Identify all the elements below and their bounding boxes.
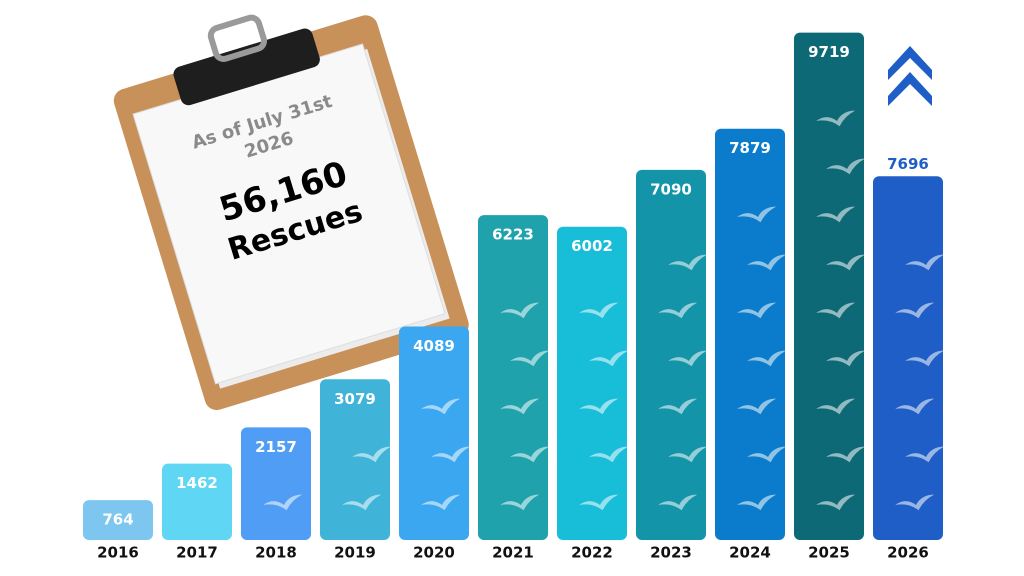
bird-decoration: [895, 254, 945, 511]
value-label: 764: [102, 511, 133, 529]
bird: [747, 254, 787, 271]
bird: [510, 446, 550, 463]
bird: [589, 350, 629, 367]
bird: [500, 494, 540, 511]
x-tick-label: 2025: [808, 544, 850, 562]
bird: [895, 494, 935, 511]
bar: [557, 226, 627, 540]
bird: [737, 206, 777, 223]
bird: [905, 254, 945, 271]
x-tick-label: 2017: [176, 544, 218, 562]
clipboard: As of July 31st 2026 56,160 Rescues: [113, 14, 469, 411]
bar: [636, 169, 706, 541]
bird: [500, 398, 540, 415]
bird: [668, 254, 708, 271]
bird: [658, 398, 698, 415]
bird: [826, 254, 866, 271]
bird: [905, 446, 945, 463]
bird-decoration: [737, 206, 787, 511]
bird: [737, 494, 777, 511]
up-chevrons: [888, 46, 932, 106]
x-tick-label: 2023: [650, 544, 692, 562]
bar: [162, 463, 232, 540]
bird: [737, 302, 777, 319]
value-label: 4089: [413, 337, 455, 355]
clip: [173, 28, 320, 106]
bird: [658, 494, 698, 511]
bird: [895, 398, 935, 415]
value-label: 6002: [571, 237, 613, 255]
bird-decoration: [421, 398, 471, 511]
bar: [399, 326, 469, 540]
value-label: 1462: [176, 474, 218, 492]
bird: [352, 446, 392, 463]
bird: [816, 302, 856, 319]
bird-decoration: [342, 446, 392, 511]
x-tick-label: 2018: [255, 544, 297, 562]
bird: [737, 398, 777, 415]
bird: [510, 350, 550, 367]
x-tick-label: 2016: [97, 544, 139, 562]
bird-decoration: [658, 254, 708, 511]
bird: [421, 398, 461, 415]
bird: [589, 446, 629, 463]
bird-decoration: [579, 302, 629, 511]
bird: [826, 446, 866, 463]
bird: [421, 494, 461, 511]
bird: [342, 494, 382, 511]
x-tick-label: 2021: [492, 544, 534, 562]
bird: [905, 350, 945, 367]
x-tick-label: 2022: [571, 544, 613, 562]
bird: [895, 302, 935, 319]
bird: [816, 494, 856, 511]
value-label: 7879: [729, 139, 771, 157]
bird: [263, 494, 303, 511]
bar: [83, 500, 153, 540]
bird: [579, 302, 619, 319]
bird: [816, 110, 856, 127]
value-label: 2157: [255, 438, 297, 456]
bar: [794, 32, 864, 540]
bird: [816, 398, 856, 415]
value-label: 7090: [650, 180, 692, 198]
bird: [826, 158, 866, 175]
x-tick-label: 2024: [729, 544, 771, 562]
bird: [826, 350, 866, 367]
x-tick-label: 2020: [413, 544, 455, 562]
value-label: 7696: [887, 155, 929, 173]
value-label: 9719: [808, 43, 850, 61]
bird: [668, 446, 708, 463]
bird: [579, 494, 619, 511]
clip-ring: [207, 14, 268, 62]
bird: [816, 206, 856, 223]
value-label: 3079: [334, 390, 376, 408]
bird: [668, 350, 708, 367]
bird: [500, 302, 540, 319]
bird: [579, 398, 619, 415]
x-tick-label: 2019: [334, 544, 376, 562]
bird: [658, 302, 698, 319]
bar: [715, 128, 785, 541]
bird-decoration: [816, 110, 866, 511]
x-tick-label: 2026: [887, 544, 929, 562]
bird: [747, 350, 787, 367]
value-label: 6223: [492, 226, 534, 244]
bird: [747, 446, 787, 463]
bar: [478, 215, 548, 540]
bar: [241, 427, 311, 540]
bird-decoration: [500, 302, 550, 511]
bird: [431, 446, 471, 463]
bird-decoration: [263, 494, 303, 511]
